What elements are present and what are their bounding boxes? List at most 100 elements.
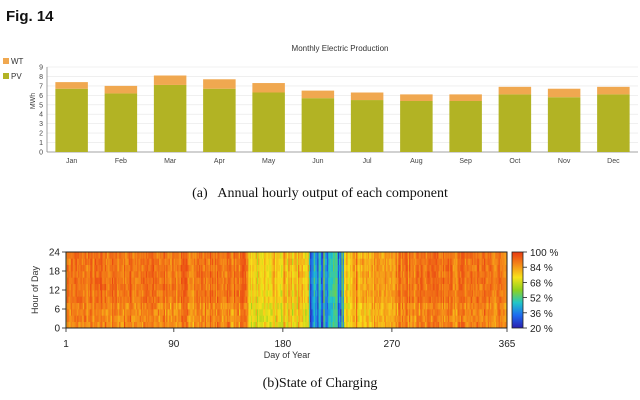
heatmap-cell — [86, 302, 89, 310]
heatmap-cell — [490, 252, 492, 259]
heatmap-cell — [248, 277, 250, 285]
heatmap-cell — [246, 315, 248, 323]
heatmap-cell — [231, 302, 234, 310]
heatmap-cell — [90, 277, 92, 285]
heatmap-cell — [500, 296, 503, 304]
heatmap-cell — [267, 283, 270, 291]
heatmap-cell — [142, 296, 144, 304]
heatmap-cell — [499, 271, 502, 278]
heatmap-cell — [475, 296, 478, 304]
heatmap-cell — [261, 315, 264, 323]
heatmap-cell — [343, 296, 346, 304]
heatmap-cell — [473, 277, 475, 285]
heatmap-cell — [213, 321, 215, 329]
heatmap-cell — [418, 283, 421, 291]
heatmap-cell — [116, 283, 119, 291]
heatmap-cell — [444, 315, 446, 323]
heatmap-cell — [160, 290, 162, 297]
heatmap-cell — [278, 258, 281, 266]
heatmap-cell — [175, 258, 178, 266]
heatmap-cell — [152, 277, 155, 285]
heatmap-cell — [388, 290, 391, 297]
heatmap-cell — [227, 264, 230, 272]
heatmap-cell — [301, 252, 304, 259]
heatmap-cell — [479, 309, 481, 316]
heatmap-cell — [169, 321, 172, 329]
heatmap-cell — [400, 277, 403, 285]
heatmap-cell — [209, 290, 212, 297]
heatmap-cell — [366, 283, 369, 291]
heatmap-cell — [322, 309, 324, 316]
heatmap-cell — [215, 296, 218, 304]
heatmap-cell — [236, 296, 238, 304]
heatmap-cell — [463, 302, 466, 310]
x-tick-label: Jul — [363, 158, 372, 165]
heatmap-cell — [457, 277, 460, 285]
heatmap-cell — [126, 296, 128, 304]
heatmap-cell — [491, 277, 493, 285]
heatmap-cell — [302, 302, 305, 310]
heatmap-cell — [372, 277, 375, 285]
heatmap-cell — [81, 252, 84, 259]
heatmap-cell — [186, 271, 189, 278]
heatmap-cell — [462, 252, 464, 259]
heatmap-cell — [215, 258, 218, 266]
heatmap-cell — [453, 296, 456, 304]
heatmap-cell — [387, 264, 389, 272]
heatmap-cell — [285, 309, 288, 316]
heatmap-cell — [160, 302, 162, 310]
heatmap-cell — [295, 264, 298, 272]
heatmap-cell — [484, 264, 486, 272]
heatmap-cell — [406, 252, 409, 259]
heatmap-cell — [363, 296, 365, 304]
heatmap-cell — [155, 271, 157, 278]
heatmap-cell — [114, 302, 116, 310]
heatmap-cell — [415, 277, 417, 285]
heatmap-cell — [363, 283, 365, 291]
heatmap-cell — [229, 252, 231, 259]
heatmap-cell — [421, 283, 423, 291]
heatmap-cell — [92, 296, 95, 304]
heatmap-cell — [342, 309, 345, 316]
heatmap-cell — [200, 264, 202, 272]
x-axis-label: Day of Year — [264, 350, 311, 360]
heatmap-cell — [241, 296, 243, 304]
heatmap-cell — [188, 252, 190, 259]
heatmap-cell — [388, 315, 391, 323]
heatmap-cell — [156, 296, 159, 304]
heatmap-cell — [337, 252, 340, 259]
heatmap-cell — [322, 277, 324, 285]
heatmap-cell — [462, 315, 464, 323]
heatmap-cell — [74, 321, 77, 329]
heatmap-cell — [188, 264, 190, 272]
heatmap-cell — [230, 309, 232, 316]
heatmap-cell — [99, 283, 102, 291]
heatmap-cell — [146, 309, 149, 316]
heatmap-cell — [178, 290, 180, 297]
heatmap-cell — [474, 321, 476, 329]
heatmap-cell — [80, 271, 83, 278]
heatmap-cell — [464, 321, 467, 329]
heatmap-cell — [458, 252, 461, 259]
heatmap-cell — [487, 321, 490, 329]
heatmap-cell — [488, 271, 491, 278]
heatmap-cell — [433, 296, 435, 304]
heatmap-cell — [102, 258, 104, 266]
heatmap-cell — [296, 309, 299, 316]
heatmap-cell — [394, 264, 397, 272]
heatmap-cell — [126, 309, 128, 316]
heatmap-cell — [498, 271, 501, 278]
heatmap-cell — [86, 309, 89, 316]
heatmap-cell — [227, 321, 230, 329]
heatmap-cell — [180, 277, 183, 285]
heatmap-cell — [189, 252, 191, 259]
heatmap-cell — [496, 296, 498, 304]
heatmap-cell — [68, 283, 70, 291]
heatmap-cell — [493, 309, 496, 316]
heatmap-cell — [238, 252, 241, 259]
heatmap-cell — [435, 315, 438, 323]
heatmap-cell — [420, 321, 422, 329]
heatmap-cell — [333, 290, 335, 297]
heatmap-cell — [252, 309, 254, 316]
heatmap-cell — [74, 283, 77, 291]
